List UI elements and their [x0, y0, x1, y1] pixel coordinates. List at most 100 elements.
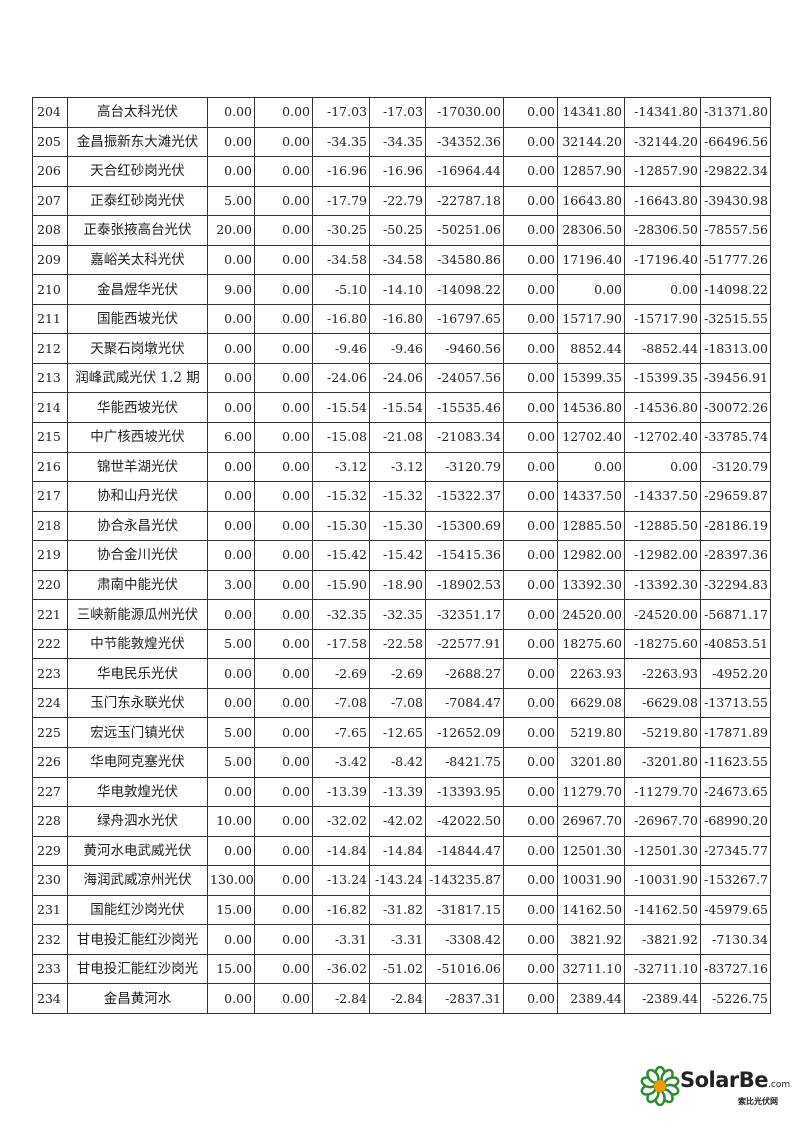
table-row: 233 甘电投汇能红沙岗光 15.00 0.00 -36.02 -51.02 -51016.… [32, 953, 771, 985]
value-cell: -14341.80 [624, 97, 701, 128]
value-cell: -24673.65 [700, 776, 771, 808]
value-cell: 0.00 [207, 126, 255, 158]
station-name: 天合红砂岗光伏 [67, 156, 208, 187]
value-cell: 6629.08 [557, 687, 625, 719]
value-cell: -15.54 [312, 392, 370, 424]
value-cell: -51.02 [369, 953, 426, 985]
value-cell: 0.00 [557, 451, 625, 483]
row-index: 206 [32, 156, 68, 187]
value-cell: 0.00 [254, 924, 313, 955]
station-name: 甘电投汇能红沙岗光 [67, 924, 208, 955]
value-cell: -45979.65 [700, 894, 771, 926]
value-cell: 0.00 [503, 658, 558, 689]
value-cell: -7.08 [369, 687, 426, 719]
value-cell: 6.00 [207, 422, 255, 453]
value-cell: 0.00 [503, 953, 558, 985]
value-cell: -3201.80 [624, 747, 701, 778]
table-row: 212 天聚石岗墩光伏 0.00 0.00 -9.46 -9.46 -9460.56 0.00… [32, 333, 771, 364]
value-cell: 0.00 [254, 185, 313, 217]
value-cell: -15535.46 [425, 392, 504, 424]
value-cell: 0.00 [503, 540, 558, 571]
value-cell: -7084.47 [425, 687, 504, 719]
solarbe-logo: SolarBe.com 索比光伏网 [640, 1060, 800, 1115]
value-cell: -3.31 [312, 924, 370, 955]
value-cell: -7130.34 [700, 924, 771, 955]
value-cell: 12702.40 [557, 422, 625, 453]
row-index: 231 [32, 894, 68, 926]
value-cell: 0.00 [503, 628, 558, 660]
value-cell: -17.03 [369, 97, 426, 128]
value-cell: 0.00 [254, 806, 313, 837]
table-body: 204 高台太科光伏 0.00 0.00 -17.03 -17.03 -17030.00 0.… [32, 97, 771, 1014]
value-cell: 15.00 [207, 894, 255, 926]
value-cell: -5219.80 [624, 717, 701, 749]
row-index: 233 [32, 953, 68, 985]
value-cell: -17.03 [312, 97, 370, 128]
row-index: 228 [32, 806, 68, 837]
station-name: 玉门东永联光伏 [67, 687, 208, 719]
value-cell: -7.65 [312, 717, 370, 749]
value-cell: -32515.55 [700, 303, 771, 335]
value-cell: -15.54 [369, 392, 426, 424]
table-row: 226 华电阿克塞光伏 5.00 0.00 -3.42 -8.42 -8421.75 0.00… [32, 747, 771, 778]
value-cell: -24057.56 [425, 362, 504, 394]
value-cell: -4952.20 [700, 658, 771, 689]
value-cell: 0.00 [254, 540, 313, 571]
value-cell: -2263.93 [624, 658, 701, 689]
value-cell: -24.06 [312, 362, 370, 394]
value-cell: 0.00 [254, 983, 313, 1014]
station-name: 高台太科光伏 [67, 97, 208, 128]
value-cell: -31371.80 [700, 97, 771, 128]
table-row: 223 华电民乐光伏 0.00 0.00 -2.69 -2.69 -2688.27 0.00 2… [32, 658, 771, 689]
value-cell: 11279.70 [557, 776, 625, 808]
value-cell: -68990.20 [700, 806, 771, 837]
value-cell: -21083.34 [425, 422, 504, 453]
value-cell: -13.39 [312, 776, 370, 808]
value-cell: -32.02 [312, 806, 370, 837]
value-cell: 12982.00 [557, 540, 625, 571]
station-name: 三峡新能源瓜州光伏 [67, 599, 208, 630]
table-row: 218 协合永昌光伏 0.00 0.00 -15.30 -15.30 -15300.69 0.… [32, 510, 771, 542]
value-cell: -2.84 [369, 983, 426, 1014]
value-cell: 0.00 [503, 747, 558, 778]
value-cell: -78557.56 [700, 215, 771, 246]
value-cell: 0.00 [254, 156, 313, 187]
value-cell: -28186.19 [700, 510, 771, 542]
value-cell: -13393.95 [425, 776, 504, 808]
value-cell: -42.02 [369, 806, 426, 837]
value-cell: 0.00 [207, 835, 255, 867]
row-index: 205 [32, 126, 68, 158]
table-row: 210 金昌煜华光伏 9.00 0.00 -5.10 -14.10 -14098.22 0.0… [32, 274, 771, 305]
value-cell: 0.00 [254, 628, 313, 660]
value-cell: 14341.80 [557, 97, 625, 128]
value-cell: -32.35 [369, 599, 426, 630]
value-cell: -22.58 [369, 628, 426, 660]
value-cell: -18313.00 [700, 333, 771, 364]
value-cell: -21.08 [369, 422, 426, 453]
value-cell: -14098.22 [425, 274, 504, 305]
value-cell: -12885.50 [624, 510, 701, 542]
value-cell: 0.00 [503, 924, 558, 955]
value-cell: 20.00 [207, 215, 255, 246]
value-cell: -31.82 [369, 894, 426, 926]
value-cell: 0.00 [503, 422, 558, 453]
row-index: 225 [32, 717, 68, 749]
value-cell: 0.00 [207, 362, 255, 394]
value-cell: -2389.44 [624, 983, 701, 1014]
value-cell: -34.58 [369, 244, 426, 276]
value-cell: 0.00 [503, 156, 558, 187]
value-cell: 12501.30 [557, 835, 625, 867]
value-cell: 0.00 [254, 274, 313, 305]
value-cell: 0.00 [207, 510, 255, 542]
value-cell: -32.35 [312, 599, 370, 630]
value-cell: 0.00 [503, 776, 558, 808]
value-cell: 0.00 [503, 835, 558, 867]
value-cell: -17.79 [312, 185, 370, 217]
value-cell: 3.00 [207, 569, 255, 601]
station-name: 协合永昌光伏 [67, 510, 208, 542]
value-cell: -28306.50 [624, 215, 701, 246]
value-cell: -17030.00 [425, 97, 504, 128]
value-cell: -3.12 [369, 451, 426, 483]
value-cell: -3120.79 [425, 451, 504, 483]
value-cell: 5219.80 [557, 717, 625, 749]
